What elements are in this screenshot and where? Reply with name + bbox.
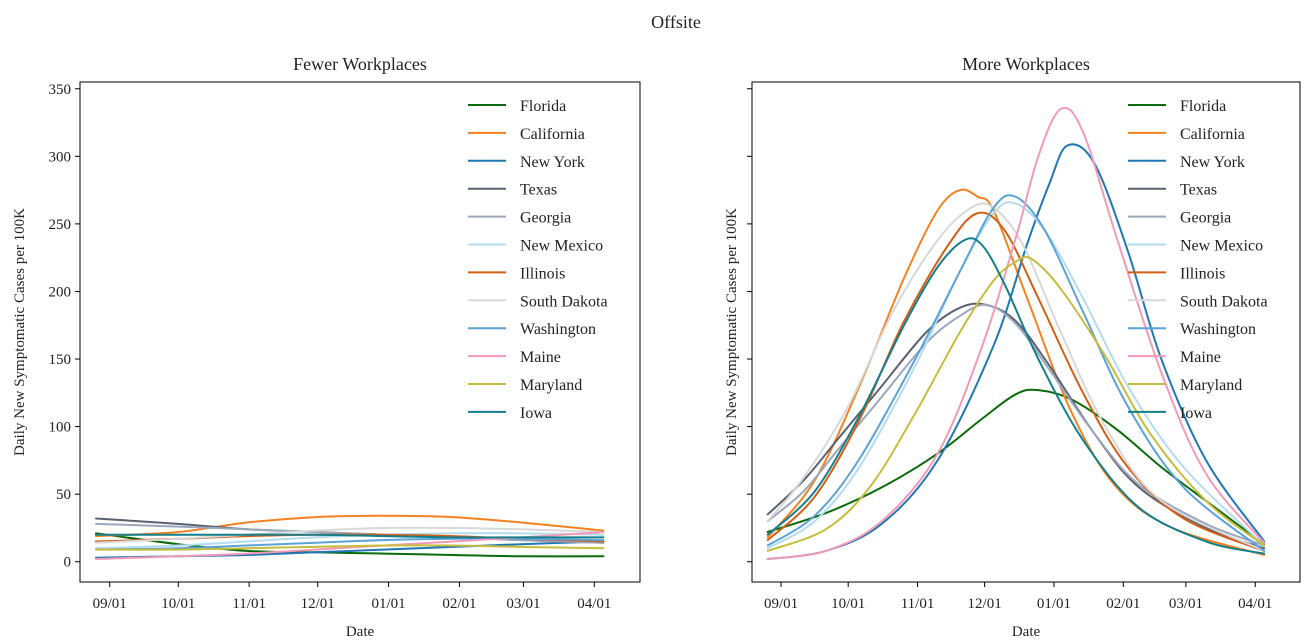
legend-label-illinois: Illinois: [1180, 265, 1225, 282]
legend-label-iowa: Iowa: [520, 405, 552, 422]
legend-label-florida: Florida: [520, 98, 566, 115]
legend-label-georgia: Georgia: [1180, 210, 1231, 227]
panel-fewer-workplaces: Fewer Workplaces 0 50 100 150 200 250 300 350 09/…: [12, 54, 641, 640]
legend-label-maryland: Maryland: [1180, 377, 1242, 394]
axes-title: More Workplaces: [962, 54, 1090, 74]
x-tick-label: 12/01: [301, 596, 335, 612]
series-line-iowa: [95, 533, 605, 539]
series-line-south-dakota: [766, 202, 1266, 552]
legend-label-washington: Washington: [1180, 321, 1256, 338]
series-line-illinois: [766, 211, 1266, 552]
series-line-iowa: [766, 237, 1266, 555]
y-tick-label: 100: [49, 420, 72, 436]
x-tick-label: 04/01: [577, 596, 611, 612]
legend-label-california: California: [1180, 126, 1245, 143]
x-tick-label: 02/01: [1106, 596, 1140, 612]
series-line-maryland: [766, 255, 1266, 552]
y-tick-label: 250: [49, 217, 72, 233]
legend-label-georgia: Georgia: [520, 210, 571, 227]
legend-label-california: California: [520, 126, 585, 143]
series-line-georgia: [766, 303, 1266, 547]
x-tick-label: 03/01: [506, 596, 540, 612]
x-tick-label: 12/01: [968, 596, 1002, 612]
legend-label-iowa: Iowa: [1180, 405, 1212, 422]
legend-label-maine: Maine: [1180, 349, 1221, 366]
legend-label-new-york: New York: [520, 154, 585, 171]
y-tick-label: 150: [49, 352, 72, 368]
x-tick-label: 10/01: [161, 596, 195, 612]
legend-label-new-york: New York: [1180, 154, 1245, 171]
series-line-maine: [766, 106, 1266, 560]
y-tick-label: 300: [49, 149, 72, 165]
series-line-washington: [95, 537, 605, 551]
legend-label-maryland: Maryland: [520, 377, 582, 394]
series-line-maryland: [95, 544, 605, 551]
x-tick-label: 09/01: [93, 596, 127, 612]
axes-frame: [751, 81, 1301, 583]
panel-more-workplaces: More Workplaces 09/01 10/01 11/01 12/01 01/01…: [724, 54, 1301, 640]
x-tick-label: 03/01: [1169, 596, 1203, 612]
series-line-georgia: [95, 522, 605, 544]
series-line-california: [95, 514, 605, 538]
series-lines: [766, 106, 1266, 560]
series-line-california: [766, 188, 1266, 556]
y-tick-label: 0: [64, 555, 72, 571]
legend-label-new-mexico: New Mexico: [520, 238, 603, 255]
series-line-florida: [766, 388, 1266, 546]
legend-label-maine: Maine: [520, 349, 561, 366]
legend-label-new-mexico: New Mexico: [1180, 238, 1263, 255]
x-tick-label: 11/01: [232, 596, 266, 612]
legend-label-illinois: Illinois: [520, 265, 565, 282]
y-axis-label: Daily New Symptomatic Cases per 100K: [724, 208, 740, 456]
axes-title: Fewer Workplaces: [293, 54, 427, 74]
series-lines: [95, 514, 605, 560]
legend-label-washington: Washington: [520, 321, 596, 338]
legend: Florida California New York Texas Georgia New…: [1128, 98, 1268, 422]
series-line-south-dakota: [95, 526, 605, 544]
legend-label-florida: Florida: [1180, 98, 1226, 115]
legend-label-south-dakota: South Dakota: [520, 293, 608, 310]
x-axis-label: Date: [1012, 624, 1041, 640]
legend-label-texas: Texas: [520, 182, 557, 199]
legend-label-texas: Texas: [1180, 182, 1217, 199]
legend-label-south-dakota: South Dakota: [1180, 293, 1268, 310]
axes-frame: [79, 81, 641, 583]
y-axis-label: Daily New Symptomatic Cases per 100K: [12, 208, 28, 456]
x-tick-label: 10/01: [831, 596, 865, 612]
y-tick-label: 350: [49, 82, 72, 98]
x-tick-label: 02/01: [442, 596, 476, 612]
y-tick-label: 200: [49, 284, 72, 300]
figure-suptitle: Offsite: [651, 12, 701, 32]
legend: Florida California New York Texas Georgia New…: [468, 98, 608, 422]
x-tick-label: 01/01: [371, 596, 405, 612]
series-line-washington: [766, 194, 1266, 552]
series-line-florida: [95, 532, 605, 558]
y-tick-label: 50: [56, 487, 71, 503]
x-tick-label: 11/01: [901, 596, 935, 612]
series-line-new-york: [766, 143, 1266, 560]
x-axis-label: Date: [346, 624, 375, 640]
x-tick-label: 01/01: [1037, 596, 1071, 612]
x-tick-label: 09/01: [764, 596, 798, 612]
x-tick-label: 04/01: [1238, 596, 1272, 612]
